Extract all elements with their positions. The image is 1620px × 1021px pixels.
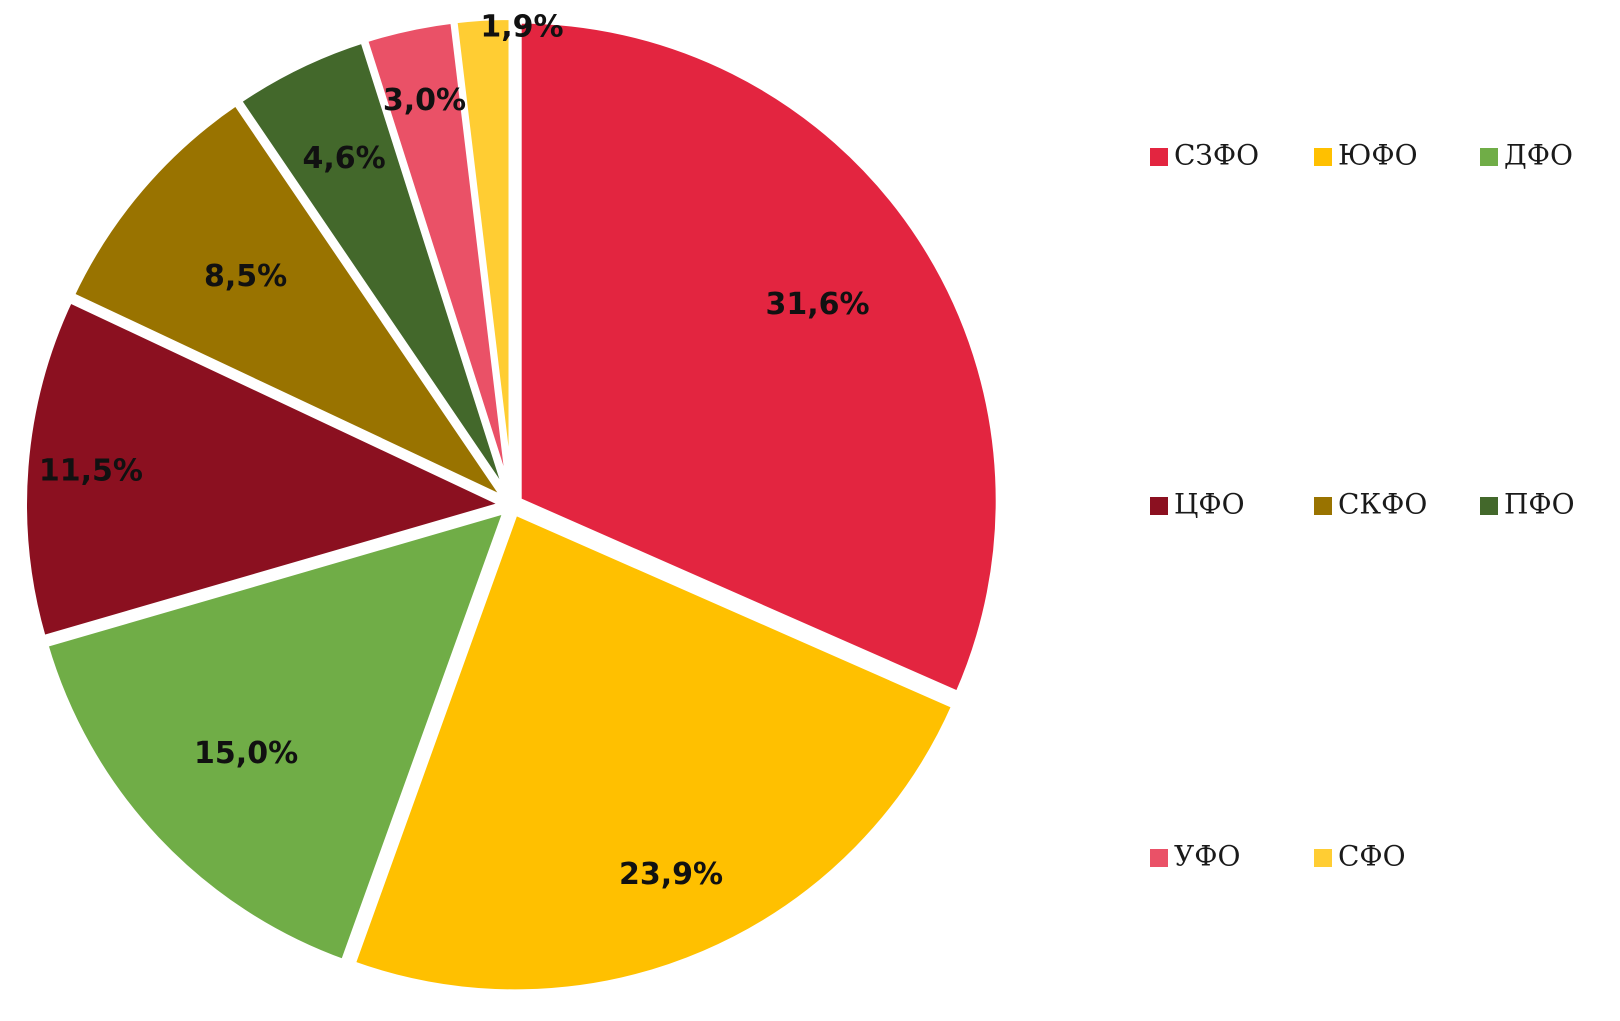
- legend-label-4: ЦФО: [1174, 488, 1245, 521]
- legend-item-1: СЗФО: [1150, 139, 1259, 172]
- data-label-8: 1,9%: [480, 10, 563, 45]
- data-label-4: 11,5%: [39, 453, 143, 488]
- legend-label-8: СФО: [1338, 840, 1406, 873]
- legend-item-7: УФО: [1150, 840, 1240, 873]
- pie-slice-2: [349, 509, 958, 996]
- data-label-6: 4,6%: [302, 141, 385, 176]
- legend-label-3: ДФО: [1504, 139, 1573, 172]
- legend: СЗФО ЮФО ДФО ЦФО СКФО ПФО УФО СФО: [1150, 139, 1575, 873]
- legend-swatch-5: [1314, 497, 1332, 515]
- legend-item-3: ДФО: [1480, 139, 1573, 172]
- data-label-5: 8,5%: [204, 259, 287, 294]
- legend-item-6: ПФО: [1480, 488, 1575, 521]
- data-label-2: 23,9%: [619, 857, 723, 892]
- pie-slice-3: [42, 507, 510, 966]
- legend-swatch-7: [1150, 849, 1168, 867]
- legend-swatch-2: [1314, 148, 1332, 166]
- legend-label-5: СКФО: [1338, 488, 1427, 521]
- legend-item-5: СКФО: [1314, 488, 1427, 521]
- pie-data-labels: 31,6% 23,9% 15,0% 11,5% 8,5% 4,6% 3,0% 1,9%: [39, 10, 870, 893]
- legend-item-2: ЮФО: [1314, 139, 1418, 172]
- pie-slice-5: [68, 99, 509, 503]
- legend-swatch-3: [1480, 148, 1498, 166]
- legend-swatch-8: [1314, 849, 1332, 867]
- pie-slice-4: [21, 297, 508, 642]
- legend-label-6: ПФО: [1504, 488, 1575, 521]
- pie-slices: [21, 14, 1002, 996]
- data-label-1: 31,6%: [765, 287, 869, 322]
- data-label-3: 15,0%: [194, 736, 298, 771]
- data-label-7: 3,0%: [383, 83, 466, 118]
- legend-item-4: ЦФО: [1150, 488, 1245, 521]
- pie-slice-1: [515, 17, 1002, 698]
- legend-label-2: ЮФО: [1338, 139, 1418, 172]
- legend-swatch-1: [1150, 148, 1168, 166]
- legend-label-1: СЗФО: [1174, 139, 1259, 172]
- legend-label-7: УФО: [1174, 840, 1240, 873]
- legend-swatch-4: [1150, 497, 1168, 515]
- pie-slice-8: [451, 14, 515, 501]
- legend-swatch-6: [1480, 497, 1498, 515]
- legend-item-8: СФО: [1314, 840, 1406, 873]
